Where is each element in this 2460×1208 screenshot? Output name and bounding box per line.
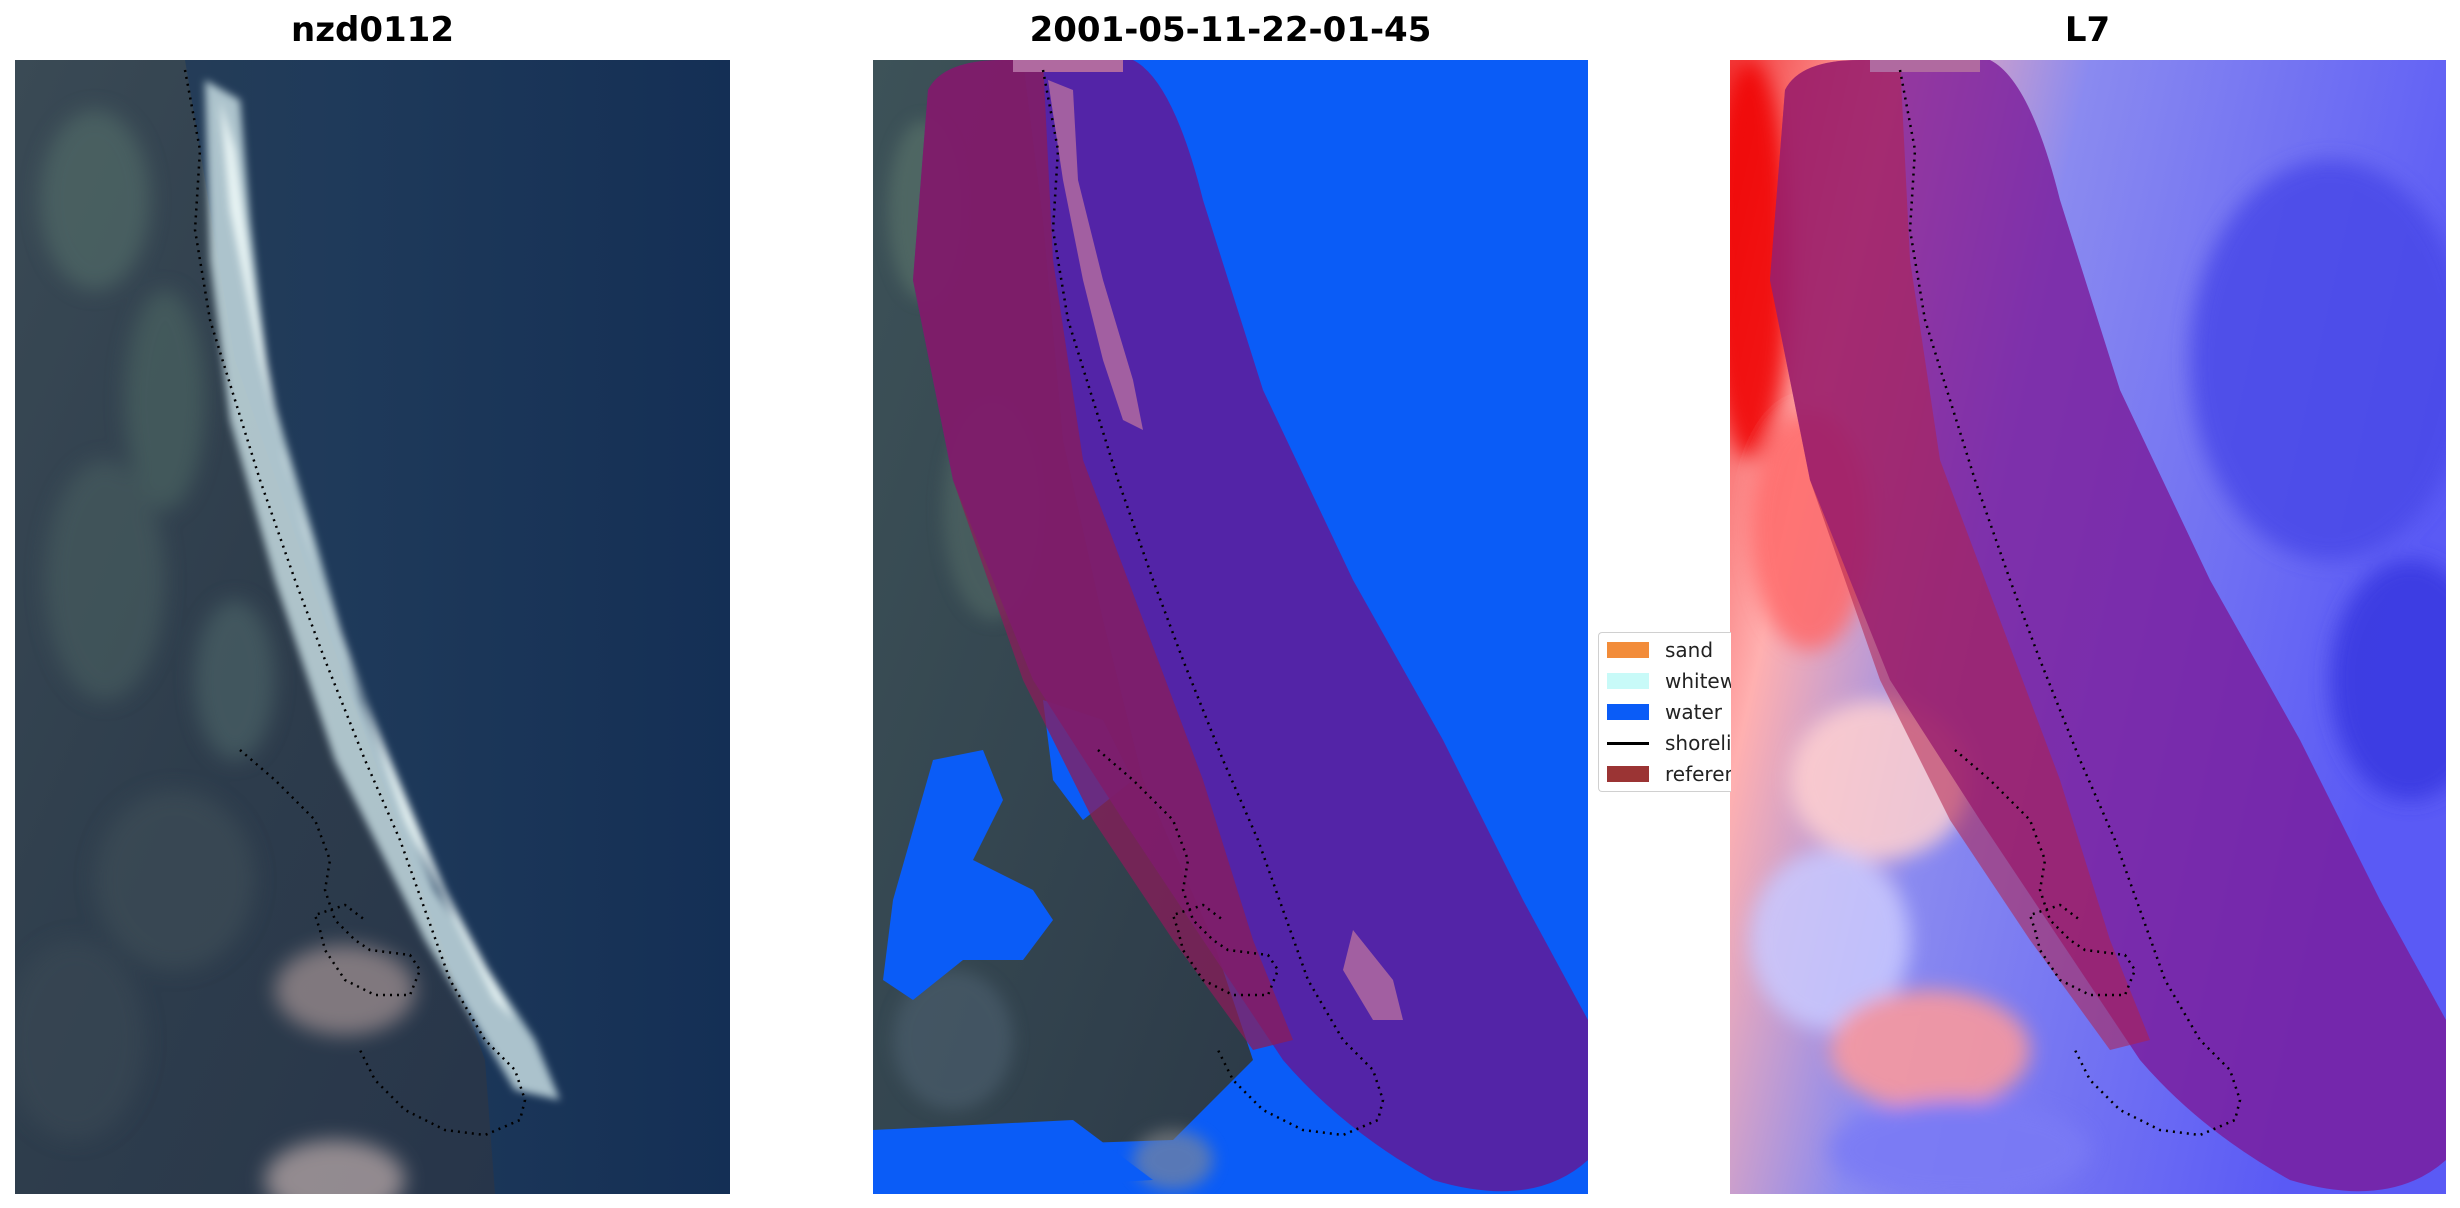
legend-item-shoreline: shoreline [1607,728,1731,758]
index-heatmap [1730,60,2446,1194]
shoreline-dotted [1898,69,2242,1137]
shoreline-dotted [183,69,527,1137]
shoreline-dotted [1041,69,1385,1137]
reference-buffer [1770,60,2446,1192]
panel-title-classification: 2001-05-11-22-01-45 [1029,10,1432,50]
legend-swatch-water [1607,704,1649,720]
rgb-image [15,60,730,1194]
classification-panel [873,60,1588,1194]
legend-swatch-whitewater [1607,673,1649,689]
classification-image [873,60,1588,1194]
reference-buffer [913,60,1588,1192]
legend-swatch-sand [1607,642,1649,658]
legend-label-shoreline: shoreline [1665,731,1731,755]
legend-item-water: water [1607,697,1722,727]
legend-label-water: water [1665,700,1722,724]
panel-title-rgb: nzd0112 [291,10,454,50]
legend-item-sand: sand [1607,635,1713,665]
legend-label-reference-buffer: reference shoreline buffer [1665,762,1731,786]
index-heatmap-panel [1730,60,2446,1194]
legend-line-shoreline [1607,741,1649,745]
panel-title-index: L7 [2064,10,2111,50]
legend-label-sand: sand [1665,638,1714,662]
rgb-image-panel [15,60,730,1194]
legend-swatch-reference-buffer [1607,766,1649,782]
legend-item-reference-buffer: reference shoreline buffer [1607,759,1731,789]
